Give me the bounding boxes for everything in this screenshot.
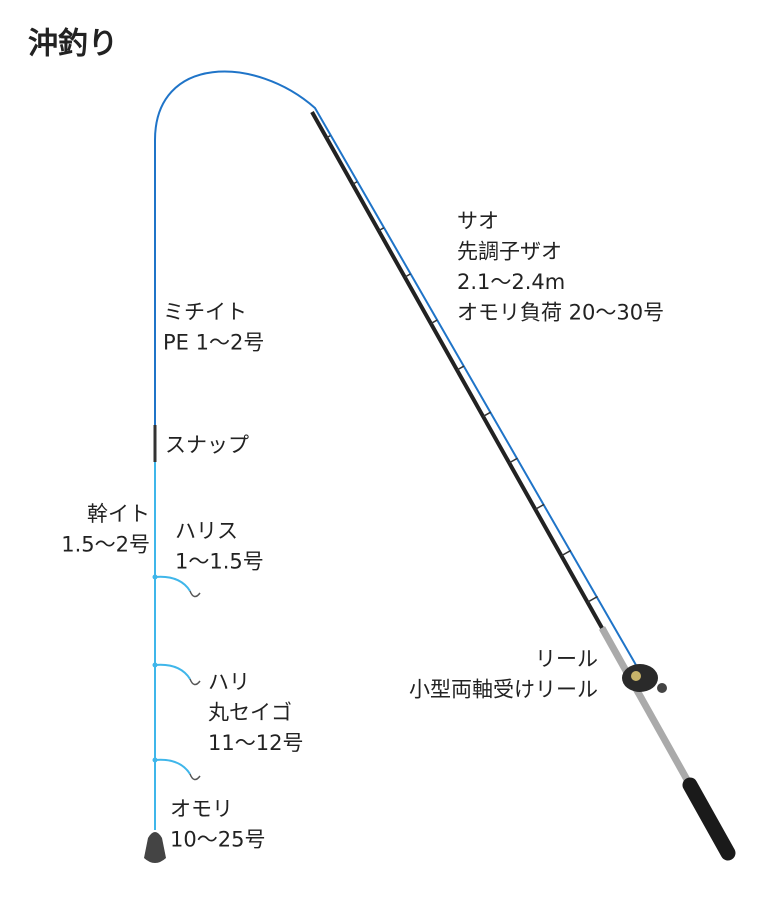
hooks: [152, 574, 201, 781]
label-line: PE 1〜2号: [163, 331, 264, 355]
label-line: ハリ: [208, 670, 250, 694]
branch: [154, 758, 191, 775]
label-line: 幹イト: [87, 502, 150, 526]
label-line: リール: [535, 647, 598, 671]
label-line: 10〜25号: [170, 828, 265, 852]
label-line: 小型両軸受けリール: [409, 678, 598, 702]
guide: [482, 411, 492, 418]
label-line: ハリス: [175, 519, 238, 543]
guide: [326, 134, 331, 139]
hook: [189, 590, 201, 598]
branch: [154, 663, 191, 680]
label-line: 1〜1.5号: [175, 550, 264, 574]
label-line: スナップ: [165, 433, 249, 457]
label-line: サオ: [457, 209, 499, 233]
rod-grip: [682, 777, 736, 861]
guide: [508, 457, 518, 464]
branch: [154, 575, 191, 592]
label-line: オモリ負荷 20〜30号: [457, 301, 664, 325]
guide: [378, 227, 385, 232]
guide: [430, 319, 438, 325]
rod-guides: [326, 134, 598, 603]
label-line: 1.5〜2号: [61, 533, 150, 557]
label-line: 丸セイゴ: [208, 701, 292, 725]
guide: [587, 595, 598, 603]
hook: [189, 678, 201, 686]
main-line: [154, 70, 641, 673]
rod-butt: [598, 626, 694, 787]
guide: [404, 273, 411, 278]
label-line: オモリ: [170, 797, 233, 821]
guide: [534, 503, 545, 510]
title: 沖釣り: [28, 27, 118, 62]
label-line: 11〜12号: [208, 731, 303, 755]
reel: [622, 664, 667, 693]
sinker: [144, 832, 166, 863]
guide: [561, 549, 572, 557]
hook: [189, 773, 201, 781]
label-line: 2.1〜2.4m: [457, 270, 565, 294]
label-line: ミチイト: [163, 300, 247, 324]
guide: [456, 365, 465, 371]
guide: [352, 181, 358, 185]
label-line: 先調子ザオ: [457, 240, 562, 264]
